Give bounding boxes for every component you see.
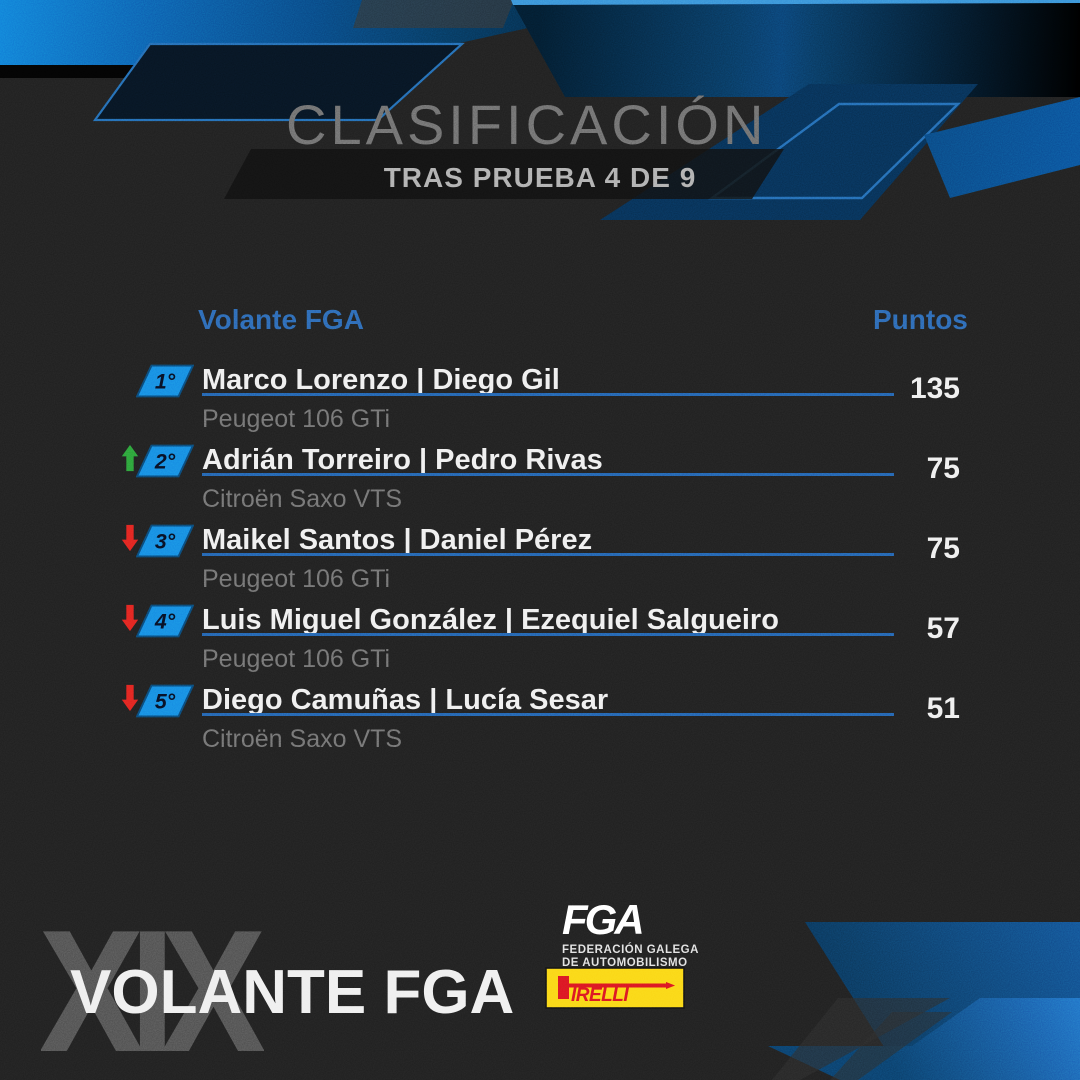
svg-text:4°: 4° <box>154 610 176 634</box>
svg-text:3°: 3° <box>155 530 176 554</box>
svg-text:FGA: FGA <box>562 899 642 941</box>
svg-text:IRELLI: IRELLI <box>571 985 629 1006</box>
svg-text:2°: 2° <box>154 450 176 474</box>
svg-text:1°: 1° <box>155 370 176 394</box>
svg-text:5°: 5° <box>155 690 176 714</box>
